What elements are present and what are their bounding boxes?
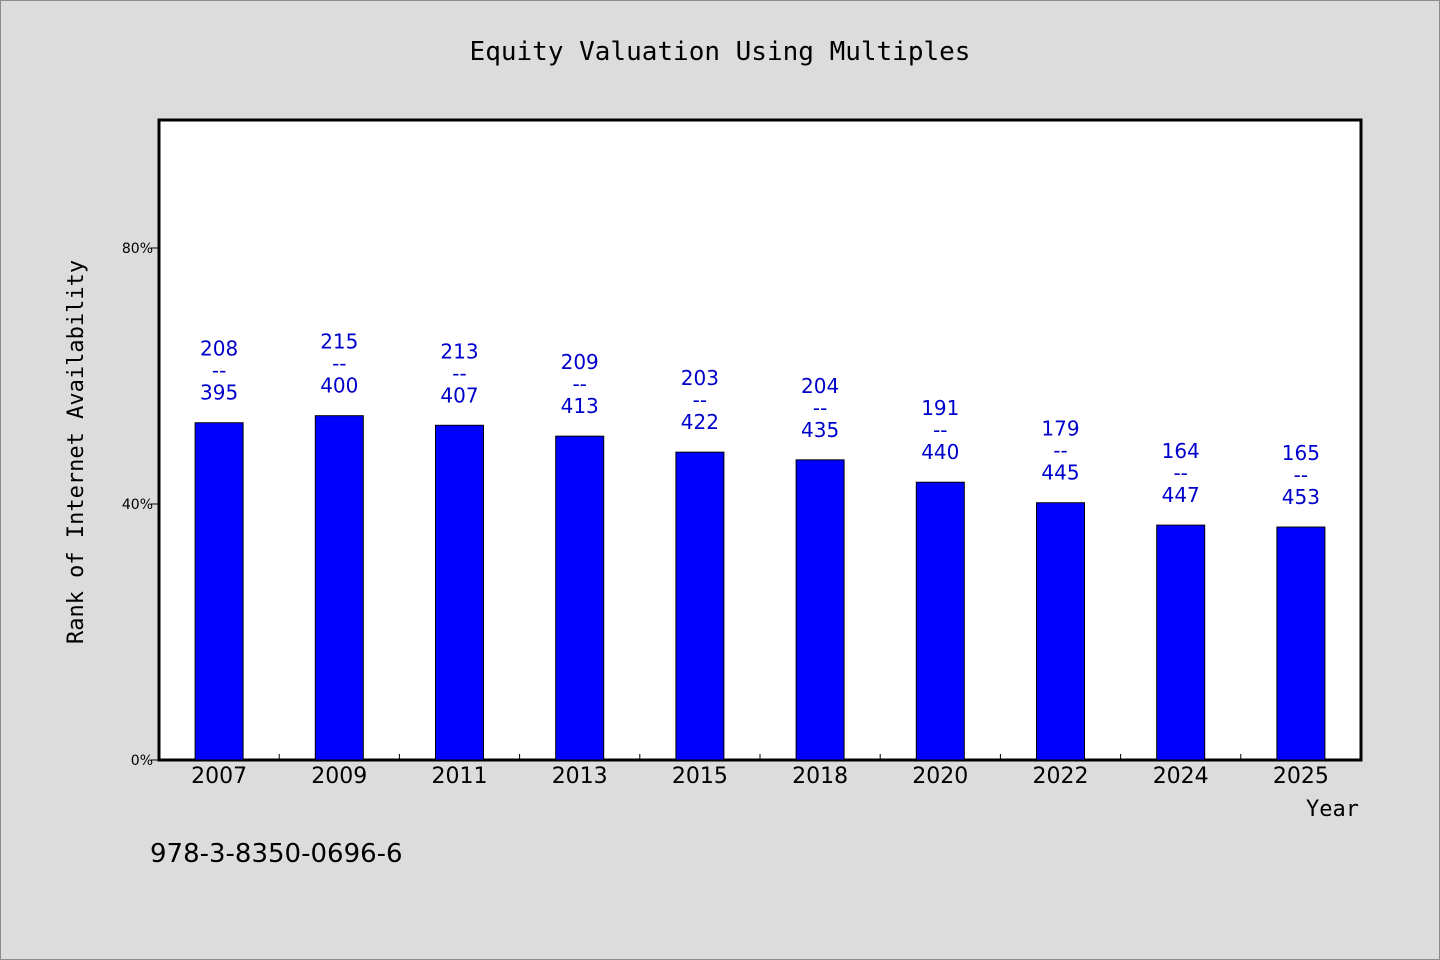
x-tick-label: 2020 (912, 764, 968, 789)
x-axis: 2007 2009 2011 2013 2015 2018 2020 2022 2024 2025 (191, 754, 1329, 789)
data-label: -- (212, 359, 226, 383)
y-axis: 0% 40% 80% (122, 241, 159, 769)
data-labels: 208--395215--400213--407209--413203--422… (200, 330, 1320, 509)
bar-2020 (915, 481, 965, 761)
bar-2025 (1276, 526, 1326, 761)
data-label: -- (332, 352, 346, 376)
y-tick-label: 40% (122, 497, 153, 513)
data-label: 422 (681, 410, 719, 434)
data-label: 440 (921, 440, 959, 464)
data-label: 204 (801, 374, 839, 398)
data-label: 453 (1282, 485, 1320, 509)
bar-2015 (675, 451, 725, 761)
data-label: 215 (320, 330, 358, 354)
data-label: -- (813, 396, 827, 420)
bar-2011 (435, 424, 484, 761)
data-label: 407 (440, 383, 478, 407)
x-tick-label: 2025 (1273, 764, 1329, 789)
bar-2007 (194, 422, 244, 761)
data-label: 208 (200, 337, 238, 361)
data-label: 400 (320, 374, 358, 398)
data-label: -- (1173, 461, 1187, 485)
x-tick-label: 2024 (1153, 764, 1209, 789)
data-label: 445 (1041, 461, 1079, 485)
bar-2013 (555, 435, 605, 761)
x-tick-label: 2009 (311, 764, 367, 789)
data-label: -- (1053, 439, 1067, 463)
data-label: 165 (1282, 441, 1320, 465)
data-label: -- (572, 372, 586, 396)
x-axis-title: Year (1306, 797, 1359, 822)
data-label: -- (693, 388, 707, 412)
x-tick-label: 2007 (191, 764, 247, 789)
data-label: 164 (1162, 439, 1200, 463)
data-label: -- (933, 418, 947, 442)
data-label: 203 (681, 366, 719, 390)
data-label: 447 (1162, 483, 1200, 507)
data-label: 213 (440, 339, 478, 363)
y-axis-title: Rank of Internet Availability (64, 260, 89, 644)
data-label: 413 (561, 394, 599, 418)
x-tick-label: 2013 (552, 764, 608, 789)
x-tick-label: 2015 (672, 764, 728, 789)
x-tick-label: 2022 (1033, 764, 1089, 789)
data-label: 191 (921, 396, 959, 420)
bar-2024 (1156, 524, 1206, 761)
y-tick-label: 80% (122, 241, 153, 257)
data-label: 209 (561, 350, 599, 374)
data-label: 395 (200, 381, 238, 405)
bar-2018 (795, 459, 845, 761)
x-tick-label: 2011 (432, 764, 488, 789)
chart-title: Equity Valuation Using Multiples (470, 37, 971, 67)
bars (194, 415, 1326, 761)
bar-2022 (1036, 502, 1085, 761)
y-tick-label: 0% (131, 753, 153, 769)
data-label: -- (452, 361, 466, 385)
x-tick-label: 2018 (792, 764, 848, 789)
data-label: -- (1294, 463, 1308, 487)
isbn-text: 978-3-8350-0696-6 (150, 839, 403, 869)
data-label: 435 (801, 418, 839, 442)
bar-2009 (314, 415, 364, 761)
data-label: 179 (1041, 417, 1079, 441)
